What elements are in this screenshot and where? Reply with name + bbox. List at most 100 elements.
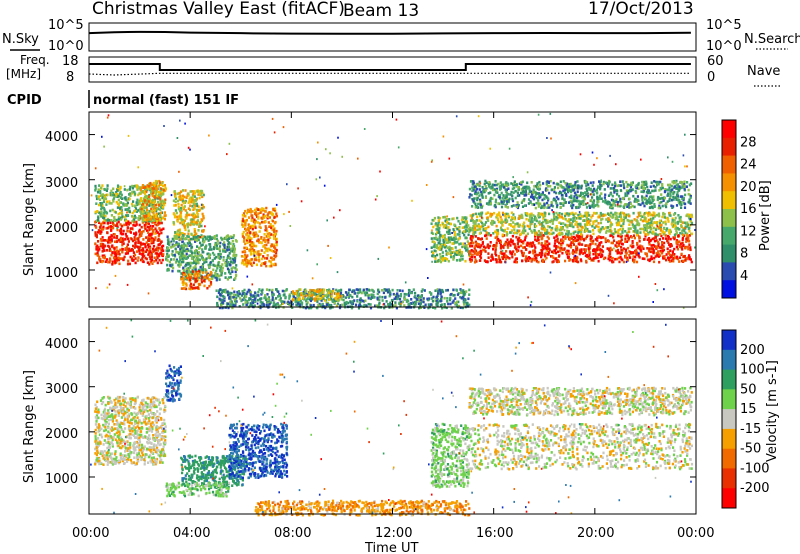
heatmap-cell — [301, 301, 304, 305]
heatmap-cell — [608, 230, 611, 233]
heatmap-cell — [396, 289, 399, 292]
heatmap-cell — [110, 202, 113, 205]
heatmap-cell — [196, 215, 200, 219]
heatmap-cell — [177, 263, 180, 267]
heatmap-cell — [589, 230, 592, 233]
heatmap-cell — [268, 225, 271, 228]
heatmap-cell — [101, 250, 104, 253]
heatmap-cell — [222, 250, 225, 253]
heatmap-cell — [464, 298, 467, 301]
heatmap-cell — [669, 249, 672, 252]
heatmap-cell — [448, 218, 451, 221]
heatmap-cell — [574, 223, 577, 226]
heatmap-cell — [206, 235, 209, 239]
heatmap-cell — [686, 245, 689, 249]
heatmap-cell — [592, 259, 595, 262]
heatmap-cell — [109, 241, 112, 244]
heatmap-cell — [102, 200, 106, 203]
heatmap-cell — [413, 303, 416, 307]
heatmap-cell — [131, 259, 134, 262]
heatmap-cell — [646, 254, 649, 258]
heatmap-cell — [259, 306, 262, 310]
heatmap-cell — [191, 272, 194, 276]
heatmap-cell — [249, 293, 252, 296]
heatmap-cell — [654, 228, 658, 232]
heatmap-cell — [619, 212, 622, 216]
heatmap-cell — [111, 208, 114, 212]
heatmap-cell — [202, 276, 205, 279]
heatmap-cell — [407, 294, 410, 297]
heatmap-cell — [658, 260, 661, 264]
heatmap-cell — [108, 245, 111, 249]
heatmap-cell — [186, 224, 189, 227]
heatmap-cell — [134, 238, 137, 241]
heatmap-cell — [660, 234, 663, 238]
heatmap-cell — [658, 214, 661, 218]
heatmap-cell — [557, 232, 560, 236]
heatmap-cell — [561, 248, 564, 252]
heatmap-cell — [272, 207, 275, 211]
heatmap-cell — [275, 240, 278, 244]
heatmap-cell — [615, 221, 618, 225]
heatmap-cell — [270, 226, 273, 230]
heatmap-cell — [656, 254, 659, 257]
heatmap-cell — [647, 220, 650, 224]
heatmap-cell — [133, 214, 136, 218]
heatmap-cell — [182, 249, 185, 252]
heatmap-cell — [313, 292, 316, 296]
heatmap-cell — [268, 299, 271, 302]
heatmap-cell — [399, 303, 402, 307]
heatmap-cell — [177, 202, 180, 206]
heatmap-cell — [158, 212, 161, 215]
heatmap-cell — [667, 258, 670, 262]
heatmap-cell — [450, 293, 453, 296]
heatmap-cell — [218, 245, 222, 248]
heatmap-cell — [182, 266, 185, 270]
heatmap-cell — [100, 222, 103, 226]
heatmap-cell — [475, 260, 478, 263]
heatmap-cell — [152, 229, 155, 232]
heatmap-cell — [340, 298, 343, 301]
heatmap-cell — [166, 242, 170, 245]
heatmap-cell — [107, 260, 110, 264]
heatmap-cell — [465, 221, 468, 225]
heatmap-cell — [484, 234, 487, 238]
heatmap-cell — [369, 297, 372, 301]
heatmap-cell — [200, 244, 203, 247]
heatmap-cell — [144, 192, 147, 195]
heatmap-cell — [341, 303, 344, 307]
heatmap-cell — [594, 238, 597, 241]
heatmap-cell — [266, 293, 269, 296]
heatmap-cell — [114, 211, 117, 214]
heatmap-cell — [513, 253, 516, 256]
heatmap-cell — [566, 249, 569, 253]
heatmap-cell — [437, 241, 440, 245]
heatmap-cell — [198, 283, 201, 286]
heatmap-cell — [495, 260, 498, 264]
heatmap-cell — [436, 289, 440, 293]
heatmap-cell — [334, 292, 337, 295]
heatmap-cell — [139, 258, 142, 262]
heatmap-cell — [249, 250, 252, 254]
heatmap-cell — [509, 252, 512, 255]
heatmap-cell — [157, 220, 160, 224]
heatmap-cell — [558, 241, 561, 245]
heatmap-cell — [433, 249, 436, 253]
heatmap-cell — [106, 193, 109, 197]
heatmap-cell — [610, 241, 613, 245]
heatmap-cell — [254, 208, 257, 212]
heatmap-cell — [189, 287, 192, 291]
heatmap-cell — [150, 235, 153, 239]
heatmap-cell — [467, 297, 470, 301]
heatmap-cell — [329, 306, 332, 310]
heatmap-cell — [137, 218, 140, 222]
heatmap-cell — [267, 247, 270, 251]
heatmap-cell — [650, 244, 653, 247]
heatmap-cell — [438, 239, 442, 242]
heatmap-cell — [189, 190, 192, 193]
heatmap-cell — [215, 237, 218, 241]
heatmap-cell — [638, 235, 641, 238]
heatmap-cell — [264, 214, 267, 218]
heatmap-cell — [159, 200, 162, 203]
heatmap-cell — [232, 261, 235, 264]
